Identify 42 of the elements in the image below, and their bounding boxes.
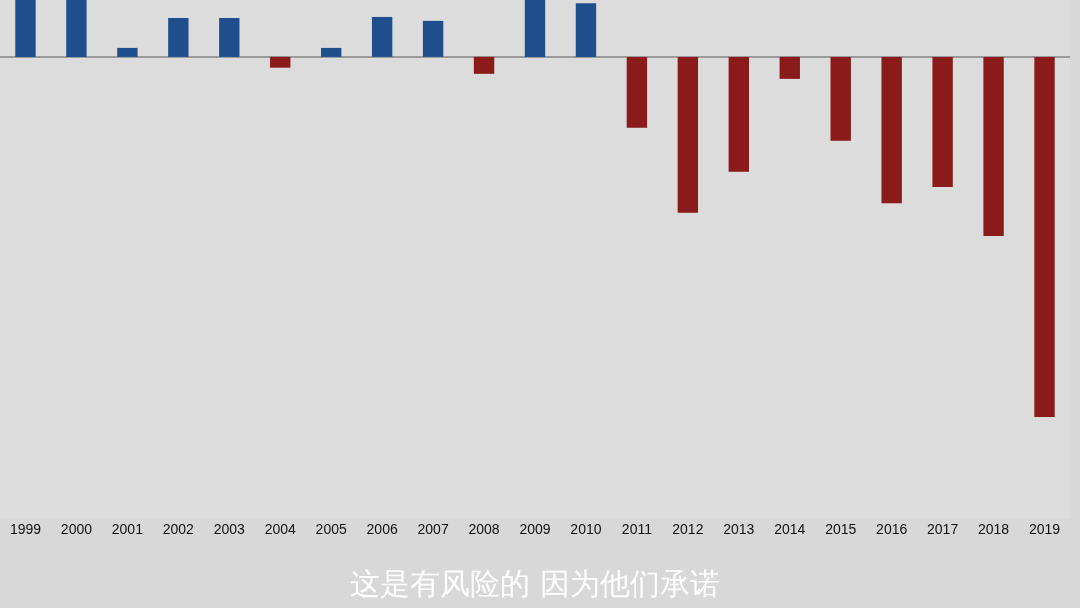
x-tick-label: 2008	[468, 521, 500, 537]
x-tick-label: 2014	[774, 521, 806, 537]
bar	[677, 56, 699, 213]
x-tick-label: 2003	[213, 521, 246, 537]
bar	[473, 56, 495, 74]
x-tick-label: 2000	[60, 521, 93, 537]
x-tick-label: 2011	[621, 521, 653, 537]
x-tick-label: 2002	[162, 521, 195, 537]
bar	[321, 47, 342, 57]
bar	[575, 3, 597, 57]
x-tick-label: 2006	[366, 521, 398, 537]
x-tick-label: 2007	[417, 521, 449, 537]
bar	[117, 47, 138, 57]
bar	[371, 16, 393, 57]
x-tick-label: 2018	[977, 521, 1010, 537]
x-tick-label: 1999	[9, 521, 42, 537]
x-tick-label: 2005	[315, 521, 347, 537]
x-tick-label: 2019	[1028, 521, 1061, 537]
x-tick-label: 2016	[876, 521, 908, 537]
x-tick-label: 2013	[723, 521, 755, 537]
x-tick-label: 2012	[672, 521, 704, 537]
bar	[932, 56, 953, 187]
bar	[66, 0, 87, 57]
x-tick-label: 2010	[570, 521, 602, 537]
bar	[168, 18, 189, 57]
bar	[728, 56, 749, 172]
bar	[830, 56, 851, 141]
bar	[881, 56, 902, 204]
bar	[219, 18, 240, 57]
x-tick-label: 2001	[111, 521, 144, 537]
x-tick-label: 2009	[519, 521, 551, 537]
bar	[270, 56, 291, 68]
bar	[524, 0, 546, 57]
x-tick-label: 2017	[927, 521, 959, 537]
bar	[422, 20, 444, 57]
bar	[983, 56, 1004, 236]
bar	[15, 0, 36, 57]
x-tick-label: 2015	[825, 521, 857, 537]
bar	[779, 56, 800, 79]
x-tick-label: 2004	[264, 521, 297, 537]
bar	[1034, 56, 1055, 418]
bar	[626, 56, 648, 128]
